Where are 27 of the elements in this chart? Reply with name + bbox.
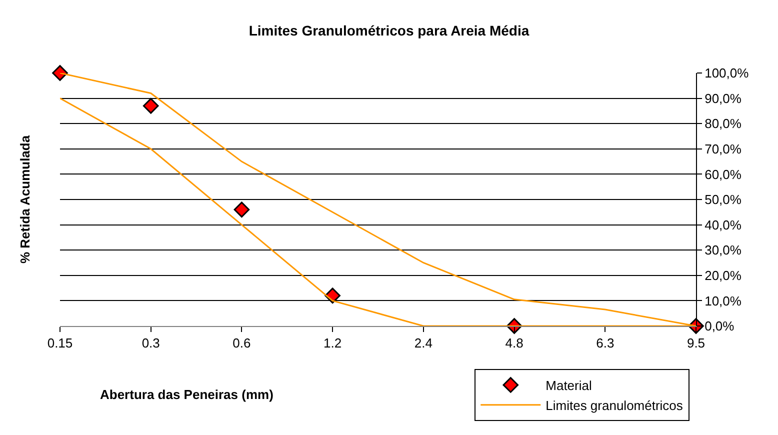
y-tick-label: 60,0% (704, 166, 742, 182)
legend-label: Material (546, 378, 592, 394)
y-tick-label: 0,0% (704, 318, 735, 334)
chart-title: Limites Granulométricos para Areia Média (248, 22, 530, 38)
x-tick-label: 4.8 (505, 336, 524, 351)
x-tick-label: 6.3 (596, 336, 614, 351)
y-tick-label: 70,0% (704, 141, 742, 156)
point (142, 98, 159, 114)
legend-label: Limites granulométricos (546, 398, 684, 413)
y-tick-label: 50,0% (704, 192, 742, 208)
y-tick-label: 30,0% (704, 242, 742, 258)
x-tick-label: 0.15 (47, 336, 73, 351)
y-axis-title: % Retida Acumulada (18, 134, 33, 264)
point (52, 65, 68, 81)
point (234, 202, 250, 218)
x-axis-title: Abertura das Peneiras (mm) (100, 387, 274, 402)
y-tick-label: 80,0% (704, 116, 742, 132)
x-tick-label: 0.6 (232, 336, 251, 351)
x-tick-label: 2.4 (414, 336, 432, 351)
y-tick-label: 20,0% (704, 268, 742, 283)
y-tick-label: 90,0% (704, 90, 742, 106)
x-tick-label: 1.2 (324, 336, 342, 351)
x-tick-label: 9.5 (686, 336, 706, 351)
y-tick-label: 10,0% (704, 293, 742, 308)
y-tick-label: 40,0% (704, 217, 742, 232)
y-tick-label: 100,0% (704, 66, 750, 81)
x-tick-label: 0.3 (142, 336, 160, 351)
